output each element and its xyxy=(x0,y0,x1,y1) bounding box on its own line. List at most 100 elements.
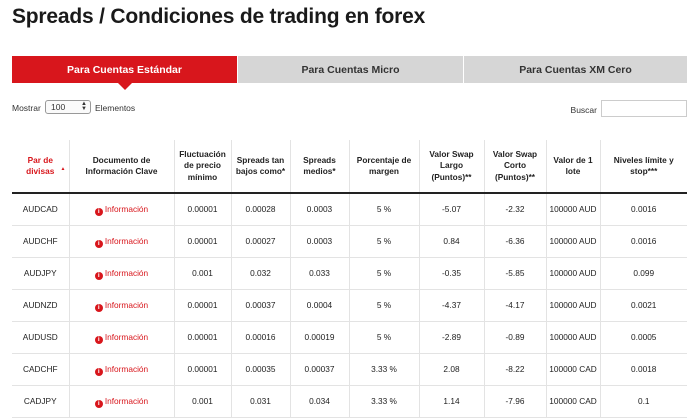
column-header[interactable]: Valor Swap Largo (Puntos)** xyxy=(418,140,484,194)
table-cell: 100000 AUD xyxy=(545,289,600,322)
column-header-label: Par de divisas xyxy=(26,154,55,177)
table-cell: -6.36 xyxy=(483,225,546,258)
active-tab-pointer xyxy=(117,83,132,90)
column-header[interactable]: Niveles límite y stop*** xyxy=(599,140,687,194)
table-cell: 0.00037 xyxy=(289,353,349,386)
table-cell: 0.00001 xyxy=(173,193,231,226)
table-cell: 0.0003 xyxy=(289,193,349,226)
table-cell: 0.032 xyxy=(230,257,290,290)
table-cell: -4.37 xyxy=(418,289,484,322)
column-header-label: Fluctuación de precio mínimo xyxy=(179,148,226,182)
information-link[interactable]: i Información xyxy=(94,299,149,312)
table-cell: 0.0005 xyxy=(599,321,687,354)
table-body: AUDCAD i Información 0.00001 0.00028 0.0003 5 … xyxy=(12,193,687,418)
table-cell: 5 % xyxy=(348,257,419,290)
information-link[interactable]: i Información xyxy=(94,331,149,344)
table-cell: 100000 AUD xyxy=(545,225,600,258)
table-cell: -8.22 xyxy=(483,353,546,386)
table-row: AUDJPY i Información 0.001 0.032 0.033 5 % -0.3… xyxy=(12,257,687,290)
table-cell: 0.099 xyxy=(599,257,687,290)
table-cell: 0.00016 xyxy=(230,321,290,354)
show-label: Mostrar xyxy=(12,103,41,113)
information-link[interactable]: i Información xyxy=(94,203,149,216)
column-header[interactable]: Spreads tan bajos como* xyxy=(230,140,290,194)
information-link[interactable]: i Información xyxy=(94,395,149,408)
table-cell: -0.35 xyxy=(418,257,484,290)
table-cell: 3.33 % xyxy=(348,385,419,418)
table-cell: 0.00001 xyxy=(173,225,231,258)
info-icon: i xyxy=(94,335,103,344)
table-cell: AUDJPY xyxy=(12,257,69,290)
information-link-label: Información xyxy=(104,395,149,406)
sort-ascending-icon: ▲ xyxy=(60,166,66,172)
kid-cell: i Información xyxy=(68,385,174,418)
spreads-table: Par de divisas ▲ Documento de Información … xyxy=(12,140,687,418)
table-cell: 100000 CAD xyxy=(545,353,600,386)
information-link[interactable]: i Información xyxy=(94,267,149,280)
table-cell: 100000 AUD xyxy=(545,257,600,290)
information-link-label: Información xyxy=(104,267,149,278)
table-cell: -2.89 xyxy=(418,321,484,354)
table-row: CADJPY i Información 0.001 0.031 0.034 3.33 % 1… xyxy=(12,385,687,418)
information-link[interactable]: i Información xyxy=(94,236,148,248)
table-cell: 3.33 % xyxy=(348,353,419,386)
information-link-label: Información xyxy=(104,331,149,342)
info-icon: i xyxy=(94,367,103,376)
table-header-row: Par de divisas ▲ Documento de Información … xyxy=(12,140,687,194)
kid-cell: i Información xyxy=(68,353,174,386)
entries-label: Elementos xyxy=(95,103,136,113)
tab-micro-accounts[interactable]: Para Cuentas Micro xyxy=(237,56,463,83)
table-cell: 0.001 xyxy=(173,385,231,418)
table-cell: 0.00001 xyxy=(173,321,231,354)
table-cell: 0.0021 xyxy=(599,289,687,322)
column-header[interactable]: Fluctuación de precio mínimo xyxy=(173,140,231,194)
table-cell: AUDCHF xyxy=(12,225,69,258)
info-icon: i xyxy=(94,239,103,248)
column-header[interactable]: Documento de Información Clave xyxy=(68,140,174,194)
column-header-label: Valor de 1 lote xyxy=(553,154,593,177)
table-cell: -7.96 xyxy=(483,385,546,418)
info-icon: i xyxy=(94,399,103,408)
column-header[interactable]: Porcentaje de margen xyxy=(348,140,419,194)
column-header-label: Documento de Información Clave xyxy=(85,154,158,177)
tab-label: Para Cuentas Micro xyxy=(301,63,400,76)
information-link-label: Información xyxy=(104,203,149,214)
table-cell: 0.1 xyxy=(599,385,687,418)
column-header-label: Spreads tan bajos como* xyxy=(235,154,286,177)
table-cell: AUDCAD xyxy=(12,193,69,226)
column-header[interactable]: Spreads medios* xyxy=(289,140,349,194)
table-cell: -2.32 xyxy=(483,193,546,226)
column-header-label: Valor Swap Largo (Puntos)** xyxy=(429,148,474,182)
search-input[interactable] xyxy=(601,100,687,117)
tab-standard-accounts[interactable]: Para Cuentas Estándar xyxy=(12,56,237,90)
table-cell: 0.033 xyxy=(289,257,349,290)
table-cell: AUDUSD xyxy=(12,321,69,354)
information-link[interactable]: i Información xyxy=(94,364,148,376)
column-header-label: Spreads medios* xyxy=(303,154,336,177)
info-icon: i xyxy=(94,207,103,216)
column-header[interactable]: Valor Swap Corto (Puntos)** xyxy=(483,140,546,194)
tab-zero-accounts[interactable]: Para Cuentas XM Cero xyxy=(463,56,687,83)
account-tabs: Para Cuentas Estándar Para Cuentas Micro… xyxy=(12,56,687,90)
table-cell: 100000 CAD xyxy=(545,385,600,418)
page-size-value: 100 xyxy=(51,102,66,112)
kid-cell: i Información xyxy=(68,225,174,258)
kid-cell: i Información xyxy=(68,321,174,354)
table-cell: 0.00037 xyxy=(230,289,290,322)
column-header[interactable]: Par de divisas ▲ xyxy=(12,140,69,194)
information-link-label: Información xyxy=(104,299,149,310)
table-row: AUDCHF i Información 0.00001 0.00027 0.0003 5 … xyxy=(12,225,687,258)
table-cell: 0.031 xyxy=(230,385,290,418)
page-size-select[interactable]: 100 ▲ ▼ xyxy=(45,100,91,114)
table-cell: 0.00019 xyxy=(289,321,349,354)
table-cell: 5 % xyxy=(348,193,419,226)
table-cell: -5.85 xyxy=(483,257,546,290)
select-arrows-icon: ▲ ▼ xyxy=(81,101,87,112)
table-controls: Mostrar 100 ▲ ▼ Elementos Buscar xyxy=(12,100,687,118)
kid-cell: i Información xyxy=(68,289,174,322)
column-header[interactable]: Valor de 1 lote xyxy=(545,140,600,194)
table-cell: -0.89 xyxy=(483,321,546,354)
kid-cell: i Información xyxy=(68,257,174,290)
info-icon: i xyxy=(94,303,103,312)
table-cell: 5 % xyxy=(348,321,419,354)
